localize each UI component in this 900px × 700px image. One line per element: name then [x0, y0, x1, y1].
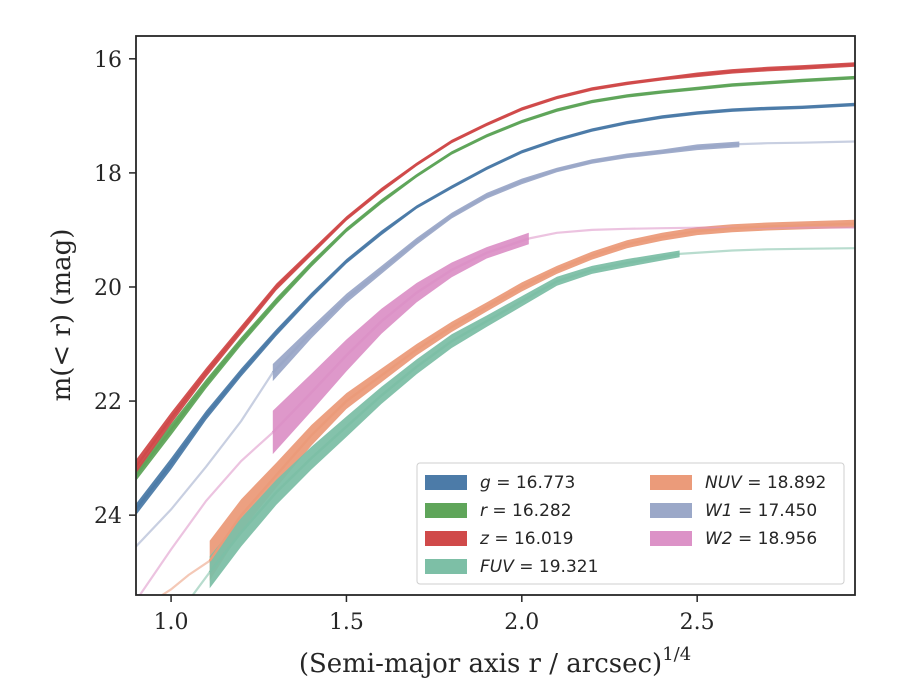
legend-swatch-FUV [425, 559, 467, 574]
legend-frame [416, 462, 845, 585]
legend-swatch-W1 [650, 503, 692, 518]
legend-label-r: r = 16.282 [480, 501, 572, 521]
x-axis: 1.0 1.5 2.0 2.5 [154, 595, 715, 635]
series-band-z [136, 62, 855, 474]
legend-swatch-z [425, 531, 467, 546]
x-tick-label: 2.5 [680, 610, 715, 635]
x-axis-label: (Semi-major axis r / arcsec)1/4 [299, 644, 691, 679]
y-tick-label: 22 [94, 390, 122, 415]
series-band-W1 [272, 141, 740, 382]
series-line-W2 [271, 237, 530, 434]
legend-label-g: g = 16.773 [480, 473, 575, 493]
legend-label-W2: W2 = 18.956 [705, 529, 817, 549]
legend-swatch-g [425, 475, 467, 490]
series-line-W1 [271, 143, 740, 374]
band-layer [136, 62, 855, 589]
y-tick-label: 24 [94, 504, 122, 529]
series-line-FUV [208, 252, 680, 573]
series-line-NUV [208, 222, 855, 562]
series-extension-NUV [160, 559, 211, 595]
y-axis-label: m(< r) (mag) [47, 229, 77, 402]
y-tick-label: 20 [94, 276, 122, 301]
series-line-z [136, 63, 855, 468]
series-band-NUV [209, 219, 855, 581]
legend-label-W1: W1 = 17.450 [705, 501, 817, 521]
legend-swatch-NUV [650, 475, 692, 490]
series-line-r [136, 76, 855, 476]
series-band-r [136, 75, 855, 481]
x-tick-label: 2.0 [504, 610, 539, 635]
legend-swatch-r [425, 503, 467, 518]
legend-swatch-W2 [650, 531, 692, 546]
y-tick-label: 18 [94, 162, 122, 187]
x-tick-label: 1.0 [154, 610, 189, 635]
y-axis: 16 18 20 22 24 [94, 48, 136, 529]
y-tick-label: 16 [94, 48, 122, 73]
legend: g = 16.773 NUV = 18.892 r = 16.282 W1 = 17.… [416, 462, 845, 585]
legend-label-FUV: FUV = 19.321 [480, 557, 598, 577]
plot-frame [135, 35, 856, 596]
x-tick-label: 1.5 [329, 610, 364, 635]
series-line-g [136, 103, 855, 511]
line-layer [136, 63, 855, 573]
legend-label-z: z = 16.019 [479, 529, 573, 549]
legend-label-NUV: NUV = 18.892 [705, 473, 826, 493]
